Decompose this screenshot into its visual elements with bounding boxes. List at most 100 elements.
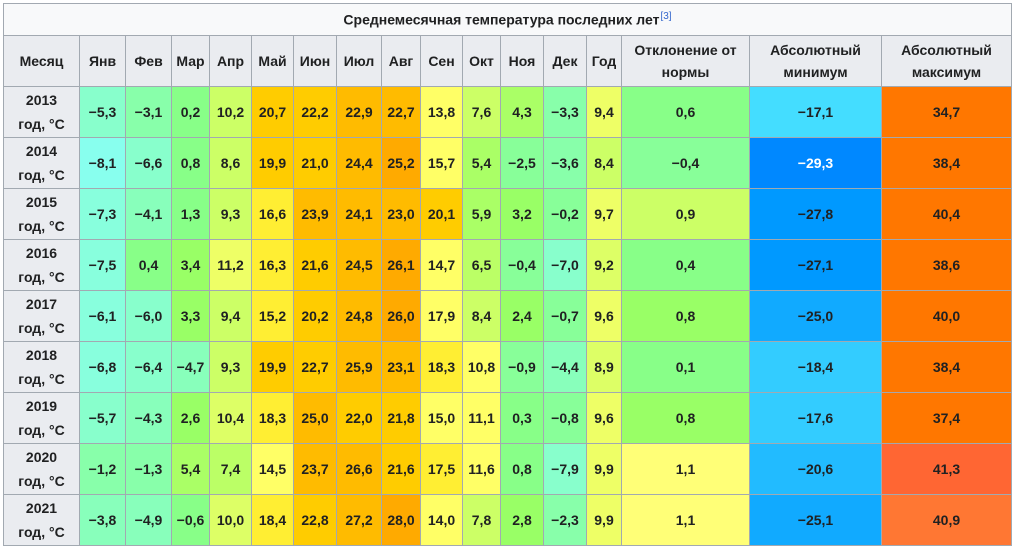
data-cell: −17,1	[749, 86, 882, 138]
data-cell: 26,0	[381, 290, 421, 342]
data-cell: 17,5	[420, 443, 463, 495]
data-cell: −27,1	[749, 239, 882, 291]
table-body: 2013 год, °C −5,3 −3,1 0,2 10,2 20,7 22,2 22,9 22…	[3, 86, 1012, 546]
data-cell: 11,6	[462, 443, 501, 495]
data-cell: −2,3	[543, 494, 587, 546]
data-cell: 18,3	[251, 392, 294, 444]
data-cell: 41,3	[881, 443, 1012, 495]
data-cell: 21,6	[293, 239, 337, 291]
data-cell: 28,0	[381, 494, 421, 546]
data-cell: 20,1	[420, 188, 463, 240]
data-cell: 24,1	[336, 188, 382, 240]
data-cell: 22,7	[381, 86, 421, 138]
column-header: Ноя	[500, 35, 544, 87]
data-cell: 20,7	[251, 86, 294, 138]
data-cell: −25,1	[749, 494, 882, 546]
data-cell: 38,4	[881, 341, 1012, 393]
climate-table-wrapper: Среднемесячная температура последних лет…	[3, 3, 1012, 546]
data-cell: 9,3	[209, 188, 252, 240]
column-header: Отклонение от нормы	[621, 35, 750, 87]
column-header: Июн	[293, 35, 337, 87]
data-cell: 23,9	[293, 188, 337, 240]
data-cell: −5,3	[79, 86, 126, 138]
data-cell: 0,1	[621, 341, 750, 393]
data-cell: −0,2	[543, 188, 587, 240]
data-cell: 9,4	[586, 86, 622, 138]
data-cell: 10,2	[209, 86, 252, 138]
table-row: 2018 год, °C −6,8 −6,4 −4,7 9,3 19,9 22,7 25,9 23…	[3, 341, 1012, 393]
data-cell: 9,7	[586, 188, 622, 240]
data-cell: −1,3	[125, 443, 172, 495]
data-cell: 34,7	[881, 86, 1012, 138]
data-cell: −29,3	[749, 137, 882, 189]
row-label: 2018 год, °C	[3, 341, 80, 393]
data-cell: 5,4	[171, 443, 210, 495]
data-cell: 40,9	[881, 494, 1012, 546]
data-cell: −18,4	[749, 341, 882, 393]
data-cell: −0,8	[543, 392, 587, 444]
data-cell: −25,0	[749, 290, 882, 342]
data-cell: 2,4	[500, 290, 544, 342]
data-cell: 15,0	[420, 392, 463, 444]
column-header: Авг	[381, 35, 421, 87]
data-cell: 11,2	[209, 239, 252, 291]
data-cell: 0,4	[125, 239, 172, 291]
data-cell: −3,8	[79, 494, 126, 546]
data-cell: 9,9	[586, 494, 622, 546]
data-cell: 3,3	[171, 290, 210, 342]
data-cell: 5,4	[462, 137, 501, 189]
data-cell: 0,8	[621, 392, 750, 444]
table-row: 2013 год, °C −5,3 −3,1 0,2 10,2 20,7 22,2 22,9 22…	[3, 86, 1012, 138]
table-row: 2020 год, °C −1,2 −1,3 5,4 7,4 14,5 23,7 26,6 21,…	[3, 443, 1012, 495]
citation-link[interactable]: [3]	[660, 11, 672, 23]
data-cell: 10,4	[209, 392, 252, 444]
data-cell: −27,8	[749, 188, 882, 240]
data-cell: 6,5	[462, 239, 501, 291]
data-cell: −0,4	[500, 239, 544, 291]
data-cell: 0,6	[621, 86, 750, 138]
table-title-text: Среднемесячная температура последних лет	[343, 11, 660, 28]
data-cell: 0,4	[621, 239, 750, 291]
data-cell: 27,2	[336, 494, 382, 546]
data-cell: −7,3	[79, 188, 126, 240]
data-cell: 22,0	[336, 392, 382, 444]
data-cell: 37,4	[881, 392, 1012, 444]
data-cell: 7,6	[462, 86, 501, 138]
data-cell: 25,2	[381, 137, 421, 189]
data-cell: 16,6	[251, 188, 294, 240]
data-cell: −1,2	[79, 443, 126, 495]
data-cell: 24,5	[336, 239, 382, 291]
data-cell: −0,4	[621, 137, 750, 189]
data-cell: 14,0	[420, 494, 463, 546]
data-cell: −6,1	[79, 290, 126, 342]
data-cell: 19,9	[251, 137, 294, 189]
row-label: 2021 год, °C	[3, 494, 80, 546]
data-cell: 8,4	[462, 290, 501, 342]
data-cell: −8,1	[79, 137, 126, 189]
table-row: 2021 год, °C −3,8 −4,9 −0,6 10,0 18,4 22,8 27,2 2…	[3, 494, 1012, 546]
data-cell: 0,9	[621, 188, 750, 240]
data-cell: 1,3	[171, 188, 210, 240]
data-cell: 18,4	[251, 494, 294, 546]
data-cell: 1,1	[621, 443, 750, 495]
data-cell: 38,4	[881, 137, 1012, 189]
data-cell: 0,3	[500, 392, 544, 444]
data-cell: 24,4	[336, 137, 382, 189]
temperature-table: Среднемесячная температура последних лет…	[3, 3, 1012, 546]
data-cell: 22,8	[293, 494, 337, 546]
data-cell: 0,8	[621, 290, 750, 342]
data-cell: 2,8	[500, 494, 544, 546]
table-row: 2015 год, °C −7,3 −4,1 1,3 9,3 16,6 23,9 24,1 23,…	[3, 188, 1012, 240]
data-cell: −4,9	[125, 494, 172, 546]
table-row: 2014 год, °C −8,1 −6,6 0,8 8,6 19,9 21,0 24,4 25,…	[3, 137, 1012, 189]
data-cell: −4,7	[171, 341, 210, 393]
data-cell: 9,4	[209, 290, 252, 342]
data-cell: 17,9	[420, 290, 463, 342]
data-cell: 9,2	[586, 239, 622, 291]
data-cell: 10,8	[462, 341, 501, 393]
data-cell: 9,6	[586, 290, 622, 342]
row-label: 2019 год, °C	[3, 392, 80, 444]
data-cell: −6,0	[125, 290, 172, 342]
data-cell: 23,7	[293, 443, 337, 495]
column-header: Апр	[209, 35, 252, 87]
